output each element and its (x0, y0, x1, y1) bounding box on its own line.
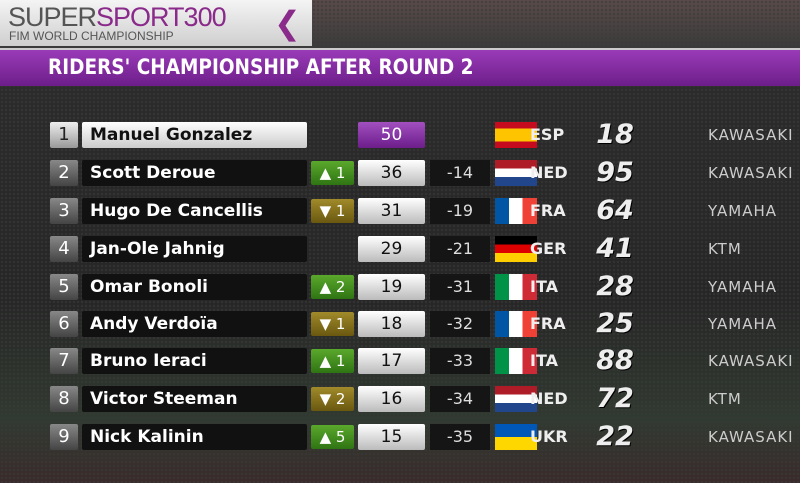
position-change-down: ▼ 1 (311, 199, 354, 223)
flag-fra-icon (495, 198, 537, 224)
position: 3 (50, 198, 78, 224)
flag-ned-icon (495, 160, 537, 186)
manufacturer: KTM (708, 390, 742, 408)
logo-subtitle: FIM WORLD CHAMPIONSHIP (9, 29, 174, 43)
position-change-up: ▲ 1 (311, 161, 354, 185)
logo-text-super: SUPER (8, 2, 97, 32)
standings-row: 7 Bruno Ieraci ▲ 1 17 -33 ITA 88 KAWASAK… (0, 345, 800, 376)
rider-name: Victor Steeman (82, 386, 307, 412)
position: 8 (50, 386, 78, 412)
manufacturer: KAWASAKI (708, 428, 794, 446)
race-number: 28 (596, 271, 634, 302)
flag-ukr-icon (495, 424, 537, 450)
race-number: 95 (596, 157, 634, 188)
position: 9 (50, 424, 78, 450)
standings-row: 3 Hugo De Cancellis ▼ 1 31 -19 FRA 64 YA… (0, 195, 800, 226)
manufacturer: YAMAHA (708, 315, 778, 333)
points: 19 (358, 274, 425, 300)
rider-name: Omar Bonoli (82, 274, 307, 300)
position: 5 (50, 274, 78, 300)
position-change-down: ▼ 1 (311, 312, 354, 336)
points: 31 (358, 198, 425, 224)
position: 2 (50, 160, 78, 186)
rider-name: Hugo De Cancellis (82, 198, 307, 224)
nation-code: NED (530, 389, 568, 408)
manufacturer: YAMAHA (708, 202, 778, 220)
title-bar: RIDERS' CHAMPIONSHIP AFTER ROUND 2 (0, 48, 800, 86)
points: 15 (358, 424, 425, 450)
rider-name: Nick Kalinin (82, 424, 307, 450)
page-title: RIDERS' CHAMPIONSHIP AFTER ROUND 2 (48, 55, 474, 79)
position-change-up: ▲ 1 (311, 349, 354, 373)
nation-code: UKR (530, 427, 568, 446)
flag-esp-icon (495, 122, 537, 148)
points: 18 (358, 311, 425, 337)
manufacturer: KTM (708, 240, 742, 258)
race-number: 41 (596, 233, 634, 264)
chevron-icon: ❮ (274, 4, 301, 42)
flag-fra-icon (495, 311, 537, 337)
points-gap: -21 (430, 236, 490, 262)
manufacturer: KAWASAKI (708, 352, 794, 370)
flag-ned-icon (495, 386, 537, 412)
manufacturer: YAMAHA (708, 278, 778, 296)
nation-code: ITA (530, 351, 559, 370)
rider-name: Bruno Ieraci (82, 348, 307, 374)
position: 4 (50, 236, 78, 262)
position-change-up: ▲ 2 (311, 275, 354, 299)
points-gap: -31 (430, 274, 490, 300)
position: 7 (50, 348, 78, 374)
standings-row: 4 Jan-Ole Jahnig 29 -21 GER 41 KTM (0, 233, 800, 264)
nation-code: GER (530, 239, 567, 258)
points-gap: -14 (430, 160, 490, 186)
rider-name: Manuel Gonzalez (82, 122, 307, 148)
race-number: 25 (596, 308, 634, 339)
race-number: 72 (596, 383, 634, 414)
race-number: 88 (596, 345, 634, 376)
points: 29 (358, 236, 425, 262)
nation-code: ESP (530, 125, 565, 144)
race-number: 64 (596, 195, 634, 226)
position: 1 (50, 122, 78, 148)
position-change-up: ▲ 5 (311, 425, 354, 449)
points-gap: -34 (430, 386, 490, 412)
nation-code: FRA (530, 314, 566, 333)
standings-row: 5 Omar Bonoli ▲ 2 19 -31 ITA 28 YAMAHA (0, 271, 800, 302)
standings-row: 2 Scott Deroue ▲ 1 36 -14 NED 95 KAWASAK… (0, 157, 800, 188)
nation-code: ITA (530, 277, 559, 296)
points-gap: -35 (430, 424, 490, 450)
points-gap: -19 (430, 198, 490, 224)
standings-row: 9 Nick Kalinin ▲ 5 15 -35 UKR 22 KAWASAK… (0, 421, 800, 452)
flag-ita-icon (495, 274, 537, 300)
manufacturer: KAWASAKI (708, 126, 794, 144)
points: 17 (358, 348, 425, 374)
flag-ita-icon (495, 348, 537, 374)
manufacturer: KAWASAKI (708, 164, 794, 182)
standings-row: 6 Andy Verdoïa ▼ 1 18 -32 FRA 25 YAMAHA (0, 308, 800, 339)
series-logo: SUPERSPORT300 FIM WORLD CHAMPIONSHIP ❮ (0, 0, 312, 46)
points: 36 (358, 160, 425, 186)
rider-name: Andy Verdoïa (82, 311, 307, 337)
points: 16 (358, 386, 425, 412)
rider-name: Scott Deroue (82, 160, 307, 186)
points-gap: -32 (430, 311, 490, 337)
standings-row: 8 Victor Steeman ▼ 2 16 -34 NED 72 KTM (0, 383, 800, 414)
standings-row: 1 Manuel Gonzalez 50 ESP 18 KAWASAKI (0, 119, 800, 150)
rider-name: Jan-Ole Jahnig (82, 236, 307, 262)
points: 50 (358, 122, 425, 148)
race-number: 18 (596, 119, 634, 150)
points-gap: -33 (430, 348, 490, 374)
nation-code: NED (530, 163, 568, 182)
position: 6 (50, 311, 78, 337)
race-number: 22 (596, 421, 634, 452)
logo-text-sport300: SPORT300 (96, 2, 227, 32)
position-change-down: ▼ 2 (311, 387, 354, 411)
nation-code: FRA (530, 201, 566, 220)
flag-ger-icon (495, 236, 537, 262)
